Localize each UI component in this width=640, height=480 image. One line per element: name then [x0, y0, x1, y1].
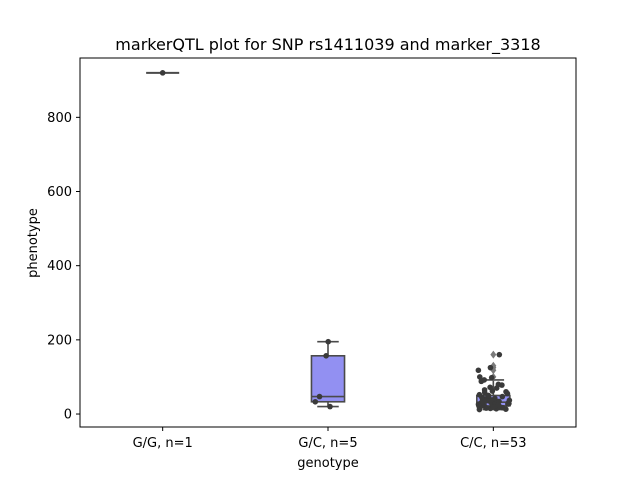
data-point [506, 397, 513, 404]
data-point [325, 338, 332, 345]
strip-points [159, 70, 166, 76]
x-axis-label: genotype [297, 456, 358, 471]
data-point [496, 398, 502, 405]
data-point [159, 70, 166, 76]
data-point [487, 364, 494, 371]
y-axis-label: phenotype [26, 208, 41, 278]
data-point [499, 393, 506, 400]
data-point [475, 367, 482, 374]
data-point [481, 377, 488, 383]
data-point [492, 395, 498, 402]
x-axis: G/G, n=1 G/C, n=5 C/C, n=53 [133, 427, 527, 451]
x-tick-label: G/C, n=5 [298, 436, 357, 451]
data-point [476, 374, 483, 380]
data-point [503, 388, 509, 395]
y-tick-label: 400 [47, 259, 72, 274]
data-point [488, 374, 495, 381]
outlier-marker [490, 350, 497, 359]
box-group [310, 340, 346, 408]
box-body [310, 354, 346, 403]
y-tick-label: 600 [47, 185, 72, 200]
strip-points [475, 351, 513, 413]
strip-points [312, 338, 333, 410]
y-axis: 0 200 400 600 800 [47, 111, 80, 423]
data-point [481, 387, 488, 393]
chart-title: markerQTL plot for SNP rs1411039 and mar… [115, 35, 540, 55]
data-point [487, 384, 493, 391]
data-point [496, 351, 503, 358]
data-point [327, 403, 333, 410]
x-tick-label: C/C, n=53 [460, 436, 526, 451]
data-point [495, 381, 502, 388]
data-point [316, 393, 323, 400]
data-point [476, 391, 483, 398]
y-tick-label: 200 [47, 333, 72, 348]
y-tick-label: 800 [47, 111, 72, 126]
x-tick-label: G/G, n=1 [133, 436, 193, 451]
data-point [312, 398, 319, 405]
plot-area [146, 70, 513, 413]
data-point [323, 352, 329, 359]
y-tick-label: 0 [64, 408, 72, 423]
